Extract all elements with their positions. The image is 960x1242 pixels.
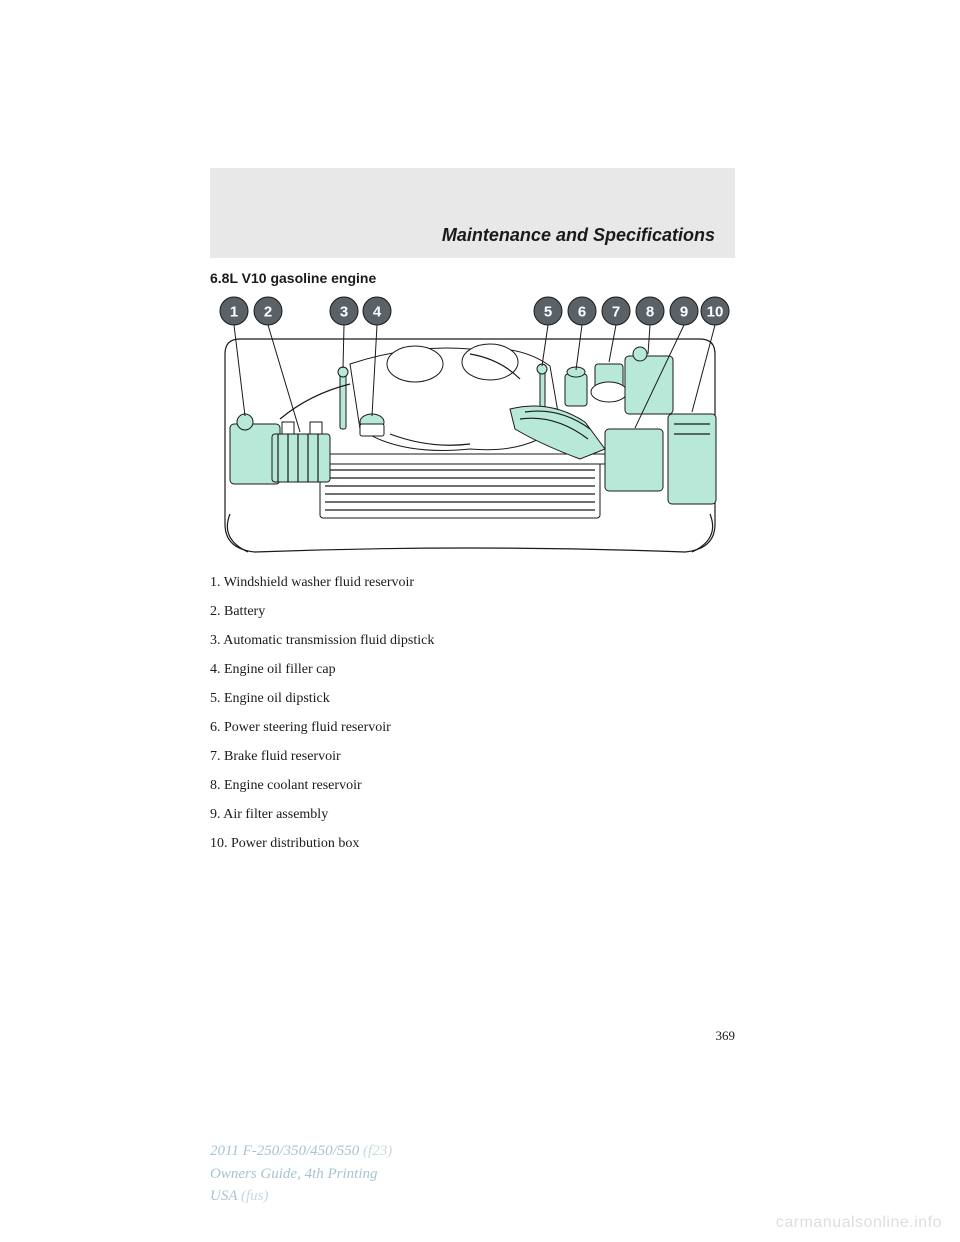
intake-right <box>462 344 518 380</box>
engine-diagram-svg: 1 2 3 4 5 6 7 8 9 10 <box>210 294 730 554</box>
washer-cap <box>237 414 253 430</box>
subsection-title: 6.8L V10 gasoline engine <box>210 270 735 286</box>
coolant-reservoir <box>625 356 673 414</box>
hood-edge-left <box>227 514 248 552</box>
footer-line-1: 2011 F-250/350/450/550 (f23) <box>210 1140 392 1163</box>
battery-terminal-1 <box>282 422 294 434</box>
legend-item: 6. Power steering fluid reservoir <box>210 717 735 738</box>
callout-number: 10 <box>707 304 724 321</box>
footer-line-2: Owners Guide, 4th Printing <box>210 1163 392 1186</box>
callout-number: 1 <box>230 304 238 321</box>
watermark: carmanualsonline.info <box>776 1214 942 1232</box>
trans-dipstick <box>340 374 346 429</box>
legend-item: 5. Engine oil dipstick <box>210 688 735 709</box>
callout-group: 1 2 3 4 5 6 7 8 9 10 <box>220 297 729 325</box>
power-dist-box <box>668 414 716 504</box>
callout-number: 2 <box>264 304 272 321</box>
legend-item: 4. Engine oil filler cap <box>210 659 735 680</box>
legend-item: 9. Air filter assembly <box>210 804 735 825</box>
callout-number: 4 <box>373 304 382 321</box>
section-title: Maintenance and Specifications <box>442 225 715 246</box>
hood-edge-right <box>692 514 713 552</box>
air-filter-box <box>605 429 663 491</box>
brake-booster <box>591 382 627 402</box>
footer: 2011 F-250/350/450/550 (f23) Owners Guid… <box>210 1140 392 1208</box>
legend-item: 10. Power distribution box <box>210 833 735 854</box>
legend-item: 7. Brake fluid reservoir <box>210 746 735 767</box>
page-content: Maintenance and Specifications 6.8L V10 … <box>210 168 735 862</box>
legend-list: 1. Windshield washer fluid reservoir 2. … <box>210 572 735 854</box>
callout-number: 5 <box>544 304 552 321</box>
legend-item: 8. Engine coolant reservoir <box>210 775 735 796</box>
callout-number: 8 <box>646 304 654 321</box>
radiator-top <box>310 454 610 464</box>
intake-left <box>387 346 443 382</box>
footer-code-1: (f23) <box>363 1143 392 1159</box>
footer-code-2: (fus) <box>241 1188 269 1204</box>
ps-reservoir <box>565 374 587 406</box>
footer-model: 2011 F-250/350/450/550 <box>210 1143 359 1159</box>
callout-number: 6 <box>578 304 586 321</box>
page-number: 369 <box>716 1028 736 1044</box>
coolant-cap <box>633 347 647 361</box>
callout-number: 9 <box>680 304 688 321</box>
battery-terminal-2 <box>310 422 322 434</box>
trans-dipstick-handle <box>338 367 348 377</box>
legend-item: 3. Automatic transmission fluid dipstick <box>210 630 735 651</box>
callout-number: 3 <box>340 304 348 321</box>
engine-diagram: 1 2 3 4 5 6 7 8 9 10 <box>210 294 730 554</box>
callout-number: 7 <box>612 304 620 321</box>
oil-filler-neck <box>360 424 384 436</box>
footer-region: USA <box>210 1188 237 1204</box>
battery <box>272 434 330 482</box>
footer-line-3: USA (fus) <box>210 1185 392 1208</box>
legend-item: 2. Battery <box>210 601 735 622</box>
legend-item: 1. Windshield washer fluid reservoir <box>210 572 735 593</box>
section-header-bar: Maintenance and Specifications <box>210 168 735 258</box>
